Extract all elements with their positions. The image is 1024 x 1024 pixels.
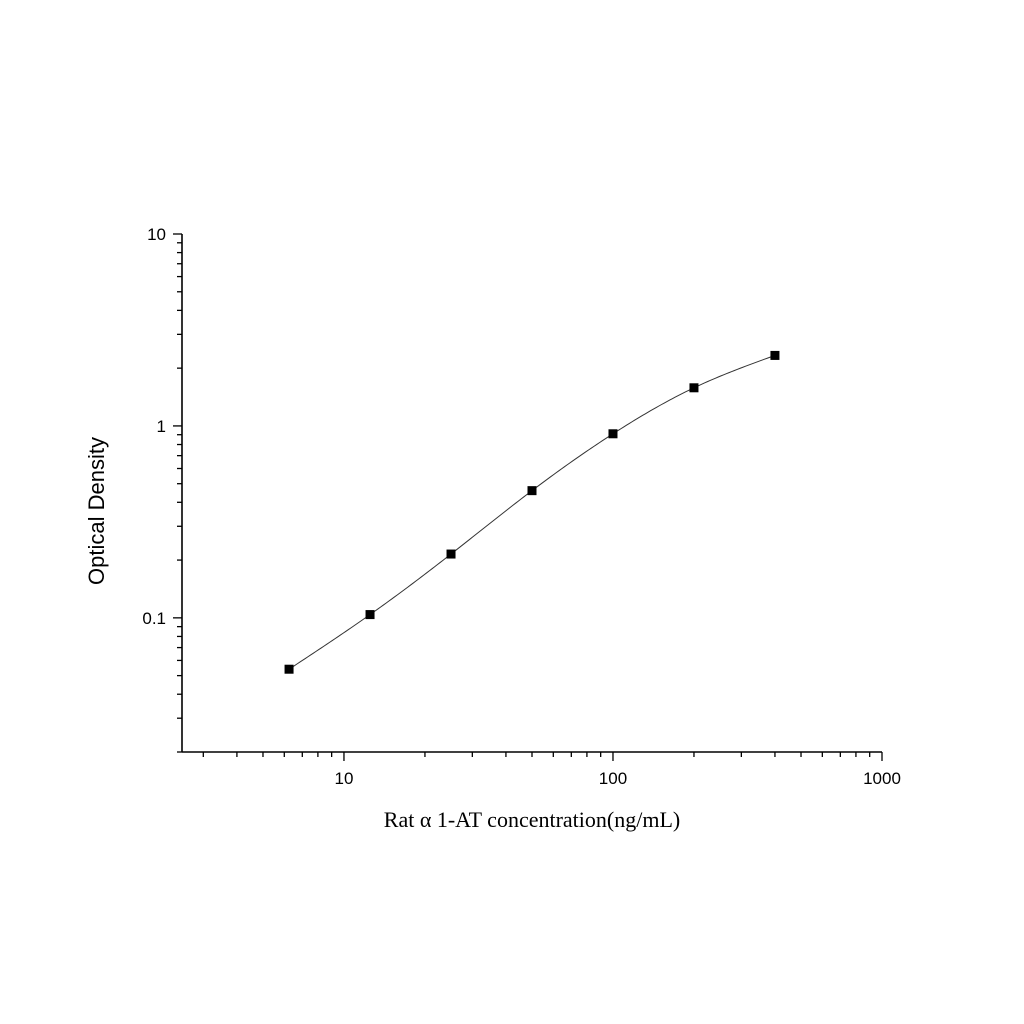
axes: 10 100 1000 0.1 1 10 (142, 225, 901, 788)
x-tick-label: 10 (335, 769, 354, 788)
x-tick-label: 100 (599, 769, 627, 788)
data-point (770, 350, 780, 360)
y-tick-label: 0.1 (142, 609, 166, 628)
fit-curve (288, 354, 776, 670)
data-point (365, 610, 375, 620)
x-ticks: 10 100 1000 (202, 752, 901, 788)
y-tick-label: 10 (147, 225, 166, 244)
y-axis-label: Optical Density (84, 437, 109, 585)
y-ticks: 0.1 1 10 (142, 225, 182, 753)
y-tick-label: 1 (157, 417, 166, 436)
data-point (608, 429, 618, 439)
data-point (689, 383, 699, 393)
x-axis-label: Rat α 1-AT concentration(ng/mL) (384, 807, 680, 832)
data-point (527, 486, 537, 496)
data-point (446, 549, 456, 559)
data-point (284, 664, 294, 674)
data-points (284, 350, 780, 674)
x-tick-label: 1000 (863, 769, 901, 788)
